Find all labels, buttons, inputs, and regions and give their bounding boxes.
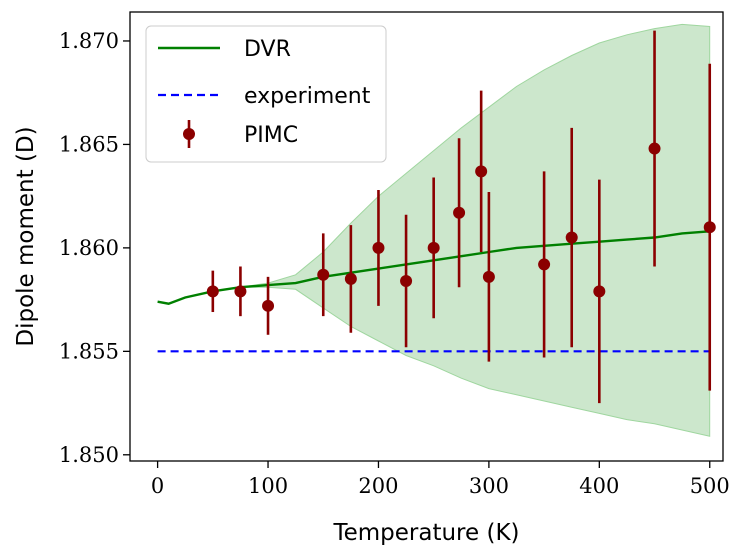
pimc-point <box>565 231 578 244</box>
pimc-point <box>482 270 495 283</box>
y-tick-label: 1.855 <box>59 339 119 363</box>
x-tick-label: 500 <box>690 474 730 498</box>
legend-dvr-label: DVR <box>244 37 291 62</box>
pimc-point <box>206 285 219 298</box>
legend-pimc-label: PIMC <box>244 123 298 148</box>
pimc-point <box>475 165 488 178</box>
pimc-point <box>372 241 385 254</box>
pimc-point <box>703 221 716 234</box>
pimc-point <box>400 274 413 287</box>
pimc-point <box>234 285 247 298</box>
legend-experiment-label: experiment <box>244 84 371 109</box>
x-tick-label: 100 <box>248 474 288 498</box>
legend: DVR experiment PIMC <box>145 25 387 163</box>
legend-box <box>145 25 387 163</box>
axes: 0 100 200 300 400 500 1.850 1.855 1.860 1.865 1.87… <box>59 11 730 498</box>
y-tick-label: 1.860 <box>59 236 119 260</box>
axes-frame <box>129 11 724 462</box>
pimc-point <box>427 241 440 254</box>
pimc-point <box>262 299 275 312</box>
pimc-point <box>317 268 330 281</box>
y-tick-label: 1.870 <box>59 29 119 53</box>
x-tick-label: 300 <box>469 474 509 498</box>
x-axis-label: Temperature (K) <box>332 520 519 546</box>
y-tick-label: 1.850 <box>59 443 119 467</box>
pimc-point <box>344 272 357 285</box>
plot-area <box>157 23 716 437</box>
dvr-line <box>157 230 710 305</box>
y-axis-label: Dipole moment (D) <box>13 126 39 346</box>
y-tick-label: 1.865 <box>59 132 119 156</box>
legend-pimc-swatch <box>183 128 195 140</box>
x-tick-label: 0 <box>151 474 164 498</box>
pimc-point <box>538 258 551 271</box>
pimc-point <box>648 142 661 155</box>
pimc-point <box>453 206 466 219</box>
x-tick-label: 400 <box>579 474 619 498</box>
x-tick-label: 200 <box>358 474 398 498</box>
pimc-point <box>593 285 606 298</box>
